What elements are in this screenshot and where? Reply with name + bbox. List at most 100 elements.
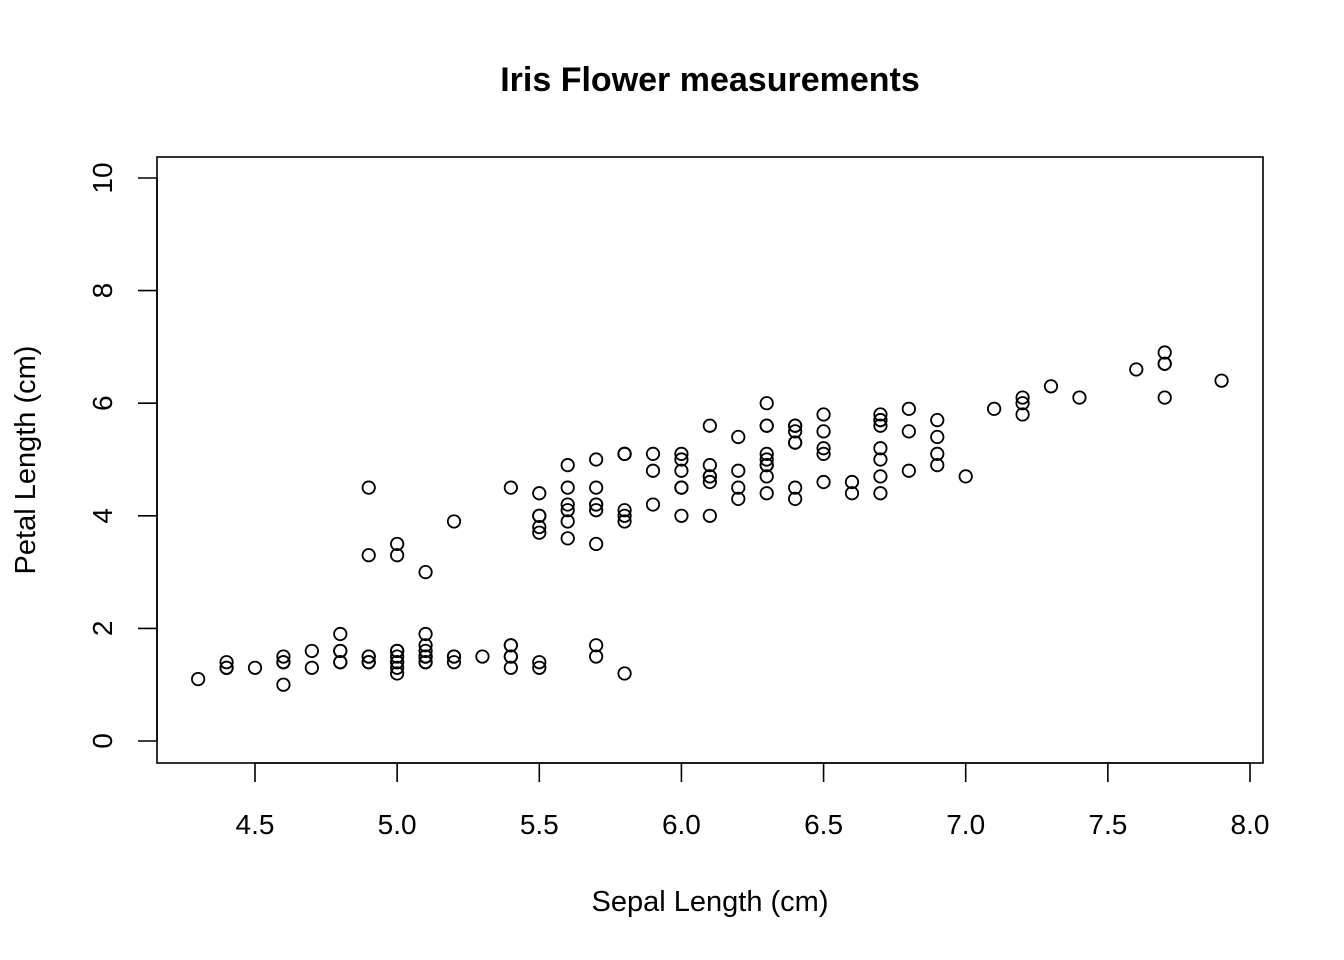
data-point <box>788 424 803 439</box>
data-point <box>788 480 803 495</box>
data-point <box>702 418 717 433</box>
y-tick-label: 10 <box>87 162 118 193</box>
data-point <box>219 655 234 670</box>
y-tick-label: 4 <box>87 508 118 524</box>
data-point <box>930 412 945 428</box>
x-tick-label: 4.5 <box>236 809 275 840</box>
data-point <box>418 626 433 642</box>
y-tick-label: 6 <box>87 395 118 411</box>
x-tick-label: 5.0 <box>378 809 417 840</box>
data-point <box>304 643 319 659</box>
data-point <box>532 660 547 675</box>
data-point <box>1157 356 1172 371</box>
data-point <box>589 536 604 552</box>
data-point <box>532 508 547 523</box>
data-point <box>816 441 831 456</box>
data-point <box>759 452 774 467</box>
data-point <box>390 655 405 670</box>
x-tick-label: 7.5 <box>1088 809 1127 840</box>
x-tick-label: 8.0 <box>1231 809 1270 840</box>
data-point <box>390 548 405 563</box>
data-point <box>276 649 291 664</box>
data-points <box>191 345 1229 692</box>
data-point <box>816 424 831 439</box>
data-point <box>731 463 746 478</box>
data-point <box>645 463 661 478</box>
data-point <box>788 491 803 507</box>
data-point <box>532 486 547 501</box>
data-point <box>503 649 518 664</box>
data-point <box>1214 373 1229 388</box>
data-point <box>560 458 575 473</box>
data-point <box>816 474 831 490</box>
data-point <box>589 452 604 467</box>
data-point <box>617 503 632 518</box>
y-axis-label: Petal Length (cm) <box>10 346 42 575</box>
data-point <box>418 564 433 580</box>
chart-title: Iris Flower measurements <box>500 61 920 99</box>
data-point <box>958 469 973 484</box>
data-point <box>191 671 206 687</box>
data-point <box>1043 379 1059 394</box>
data-point <box>333 626 348 642</box>
data-point <box>390 649 405 664</box>
data-point <box>674 446 689 461</box>
plot-frame <box>156 156 1264 764</box>
data-point <box>532 525 547 540</box>
data-point <box>674 463 689 478</box>
data-point <box>844 486 860 501</box>
data-point <box>589 503 604 518</box>
data-point <box>361 649 376 664</box>
data-point <box>617 666 632 681</box>
data-point <box>503 480 518 495</box>
data-point <box>702 474 717 490</box>
data-point <box>219 660 234 675</box>
data-point <box>930 446 945 461</box>
data-point <box>759 458 774 473</box>
x-tick-label: 7.0 <box>946 809 985 840</box>
data-point <box>589 649 604 664</box>
data-point <box>759 396 774 411</box>
data-point <box>759 469 774 484</box>
data-point <box>844 474 860 490</box>
data-point <box>1072 390 1087 405</box>
data-point <box>475 649 490 664</box>
data-point <box>390 536 405 552</box>
data-point <box>873 441 888 456</box>
data-point <box>276 677 291 692</box>
data-point <box>276 655 291 670</box>
y-tick-label: 0 <box>87 733 118 749</box>
data-point <box>674 480 689 495</box>
data-point <box>788 418 803 433</box>
y-axis: 0 2 4 6 8 10 <box>87 162 158 749</box>
data-point <box>560 514 575 529</box>
data-point <box>503 638 518 653</box>
data-point <box>901 401 916 416</box>
data-point <box>503 660 518 675</box>
data-point <box>930 429 945 445</box>
data-point <box>759 486 774 501</box>
y-tick-label: 2 <box>87 621 118 637</box>
data-point <box>390 660 405 675</box>
data-point <box>589 497 604 512</box>
data-point <box>816 446 831 461</box>
data-point <box>987 401 1002 416</box>
data-point <box>930 458 945 473</box>
data-point <box>702 469 717 484</box>
data-point <box>873 469 888 484</box>
data-point <box>873 407 888 422</box>
data-point <box>1129 362 1144 377</box>
x-tick-label: 6.5 <box>804 809 843 840</box>
data-point <box>617 446 632 461</box>
data-point <box>333 643 348 659</box>
data-point <box>1157 390 1172 405</box>
data-point <box>418 655 433 670</box>
data-point <box>873 452 888 467</box>
data-point <box>645 497 661 512</box>
data-point <box>390 643 405 659</box>
data-point <box>361 548 376 563</box>
data-point <box>361 655 376 670</box>
data-point <box>532 655 547 670</box>
data-point <box>532 519 547 535</box>
